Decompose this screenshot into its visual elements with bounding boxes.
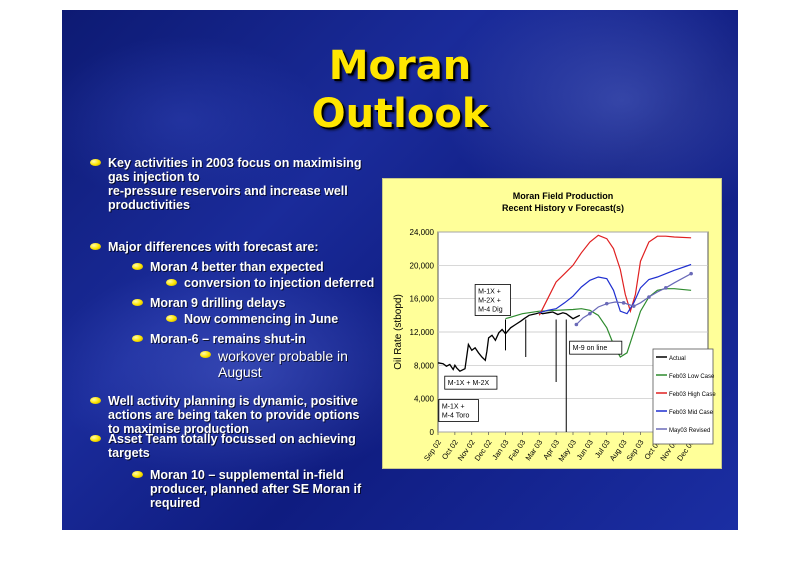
annotation-text: M-1X + xyxy=(442,404,465,411)
x-tick-label: May 03 xyxy=(557,438,578,463)
data-point xyxy=(631,304,636,308)
x-tick-label: Jun 03 xyxy=(575,438,595,462)
chart-panel: Moran Field Production Recent History v F… xyxy=(382,178,722,469)
series-line xyxy=(575,273,692,325)
series-line xyxy=(538,234,692,316)
y-tick-label: 20,000 xyxy=(410,261,435,270)
series-line xyxy=(437,311,581,372)
bullet-icon xyxy=(132,471,143,478)
bullet-icon xyxy=(90,435,101,442)
bullet-icon xyxy=(166,279,177,286)
bullet-text-line: Moran 9 drilling delays xyxy=(150,296,286,310)
legend-box xyxy=(652,348,714,445)
slide-title-line2: Outlook xyxy=(311,91,489,137)
chart-subtitle: Recent History v Forecast(s) xyxy=(502,203,624,213)
bullet-item: Moran 10 – supplemental in-field producer… xyxy=(128,468,361,510)
bullet-icon xyxy=(132,299,143,306)
bullet-item: Major differences with forecast are: xyxy=(86,240,318,254)
bullet-text-line: targets xyxy=(108,446,150,460)
bullet-item: Asset Team totally focussed on achieving… xyxy=(86,432,356,460)
data-point xyxy=(604,301,609,306)
annotation-text: M-1X + xyxy=(478,289,501,296)
bullet-item: Moran 9 drilling delays xyxy=(128,296,285,310)
bullet-text-line: gas injection to xyxy=(108,170,200,184)
bullet-text-line: conversion to injection deferred xyxy=(184,276,375,290)
bullet-icon xyxy=(90,397,101,404)
y-tick-label: 24,000 xyxy=(410,228,435,237)
bullet-item: Moran 4 better than expected xyxy=(128,260,324,274)
bullet-item: Now commencing in June xyxy=(162,312,338,326)
bullet-text-line: producer, planned after SE Moran if xyxy=(150,482,362,496)
bullet-icon xyxy=(132,335,143,342)
data-point xyxy=(664,286,668,290)
annotation-text: M-4 Toro xyxy=(442,413,470,420)
bullet-item: Key activities in 2003 focus on maximisi… xyxy=(86,156,362,212)
legend-label: Actual xyxy=(669,356,686,362)
bullet-item: Moran-6 – remains shut-in xyxy=(128,332,306,346)
legend-label: Feb03 High Case xyxy=(669,392,716,398)
data-point xyxy=(621,301,626,305)
bullet-text-line: to maximise production xyxy=(108,422,249,436)
legend-label: Feb03 Low Case xyxy=(669,374,715,380)
bullet-text-line: productivities xyxy=(108,198,190,212)
y-tick-label: 4,000 xyxy=(414,395,435,404)
production-chart: Moran Field Production Recent History v F… xyxy=(393,191,716,463)
bullet-text-line: Well activity planning is dynamic, posit… xyxy=(108,394,358,408)
bullet-text-line: Key activities in 2003 focus on maximisi… xyxy=(108,156,362,170)
chart-title: Moran Field Production xyxy=(513,191,614,201)
bullet-text-line: Now commencing in June xyxy=(184,312,339,326)
bullet-text-line: re-pressure reservoirs and increase well xyxy=(108,184,348,198)
bullet-icon xyxy=(90,159,101,166)
data-point xyxy=(588,311,592,316)
bullet-text-line: Moran-6 – remains shut-in xyxy=(150,332,306,346)
annotation-text: M-9 on line xyxy=(573,345,608,352)
slide-title-line1: Moran xyxy=(328,43,472,89)
bullet-text-line: actions are being taken to provide optio… xyxy=(108,408,360,422)
annotation-box xyxy=(569,340,623,355)
bullet-icon xyxy=(166,315,177,322)
y-tick-label: 16,000 xyxy=(410,295,435,304)
legend-label: Feb03 Mid Case xyxy=(669,410,714,416)
annotation-box xyxy=(438,399,479,422)
bullet-item: workover probable in August xyxy=(196,348,348,380)
y-tick-label: 8,000 xyxy=(414,361,435,370)
annotation-text: M-1X + M-2X xyxy=(448,380,490,387)
y-tick-label: 0 xyxy=(430,428,435,437)
bullet-item: Well activity planning is dynamic, posit… xyxy=(86,394,359,436)
bullet-icon xyxy=(200,351,211,358)
y-tick-label: 12,000 xyxy=(410,328,435,337)
bullet-text-line: Asset Team totally focussed on achieving xyxy=(108,432,356,446)
legend-label: May03 Revised xyxy=(669,428,710,434)
bullet-text-line: Moran 10 – supplemental in-field xyxy=(150,468,344,482)
bullet-text-line: workover probable in xyxy=(218,348,348,364)
x-tick-label: Mar 03 xyxy=(524,438,545,462)
bullet-icon xyxy=(132,263,143,270)
x-tick-label: Sep 02 xyxy=(422,438,443,463)
data-point xyxy=(689,271,693,276)
bullet-icon xyxy=(90,243,101,250)
bullet-text-line: Major differences with forecast are: xyxy=(108,240,319,254)
annotation-box xyxy=(444,375,498,390)
bullet-item: conversion to injection deferred xyxy=(162,276,374,290)
annotation-text: M-4 Dig xyxy=(478,307,503,314)
bullet-text-line: August xyxy=(218,364,262,380)
data-point xyxy=(574,322,579,327)
x-tick-label: Sep 03 xyxy=(625,438,646,463)
x-tick-label: Dec 02 xyxy=(473,438,494,463)
annotation-text: M-2X + xyxy=(478,298,501,305)
data-point xyxy=(647,295,651,299)
annotation-box xyxy=(474,284,511,316)
y-axis-label: Oil Rate (stbopd) xyxy=(393,294,404,370)
bullet-text-line: required xyxy=(150,496,201,510)
series-line xyxy=(539,263,692,315)
bullet-text-line: Moran 4 better than expected xyxy=(150,260,324,274)
